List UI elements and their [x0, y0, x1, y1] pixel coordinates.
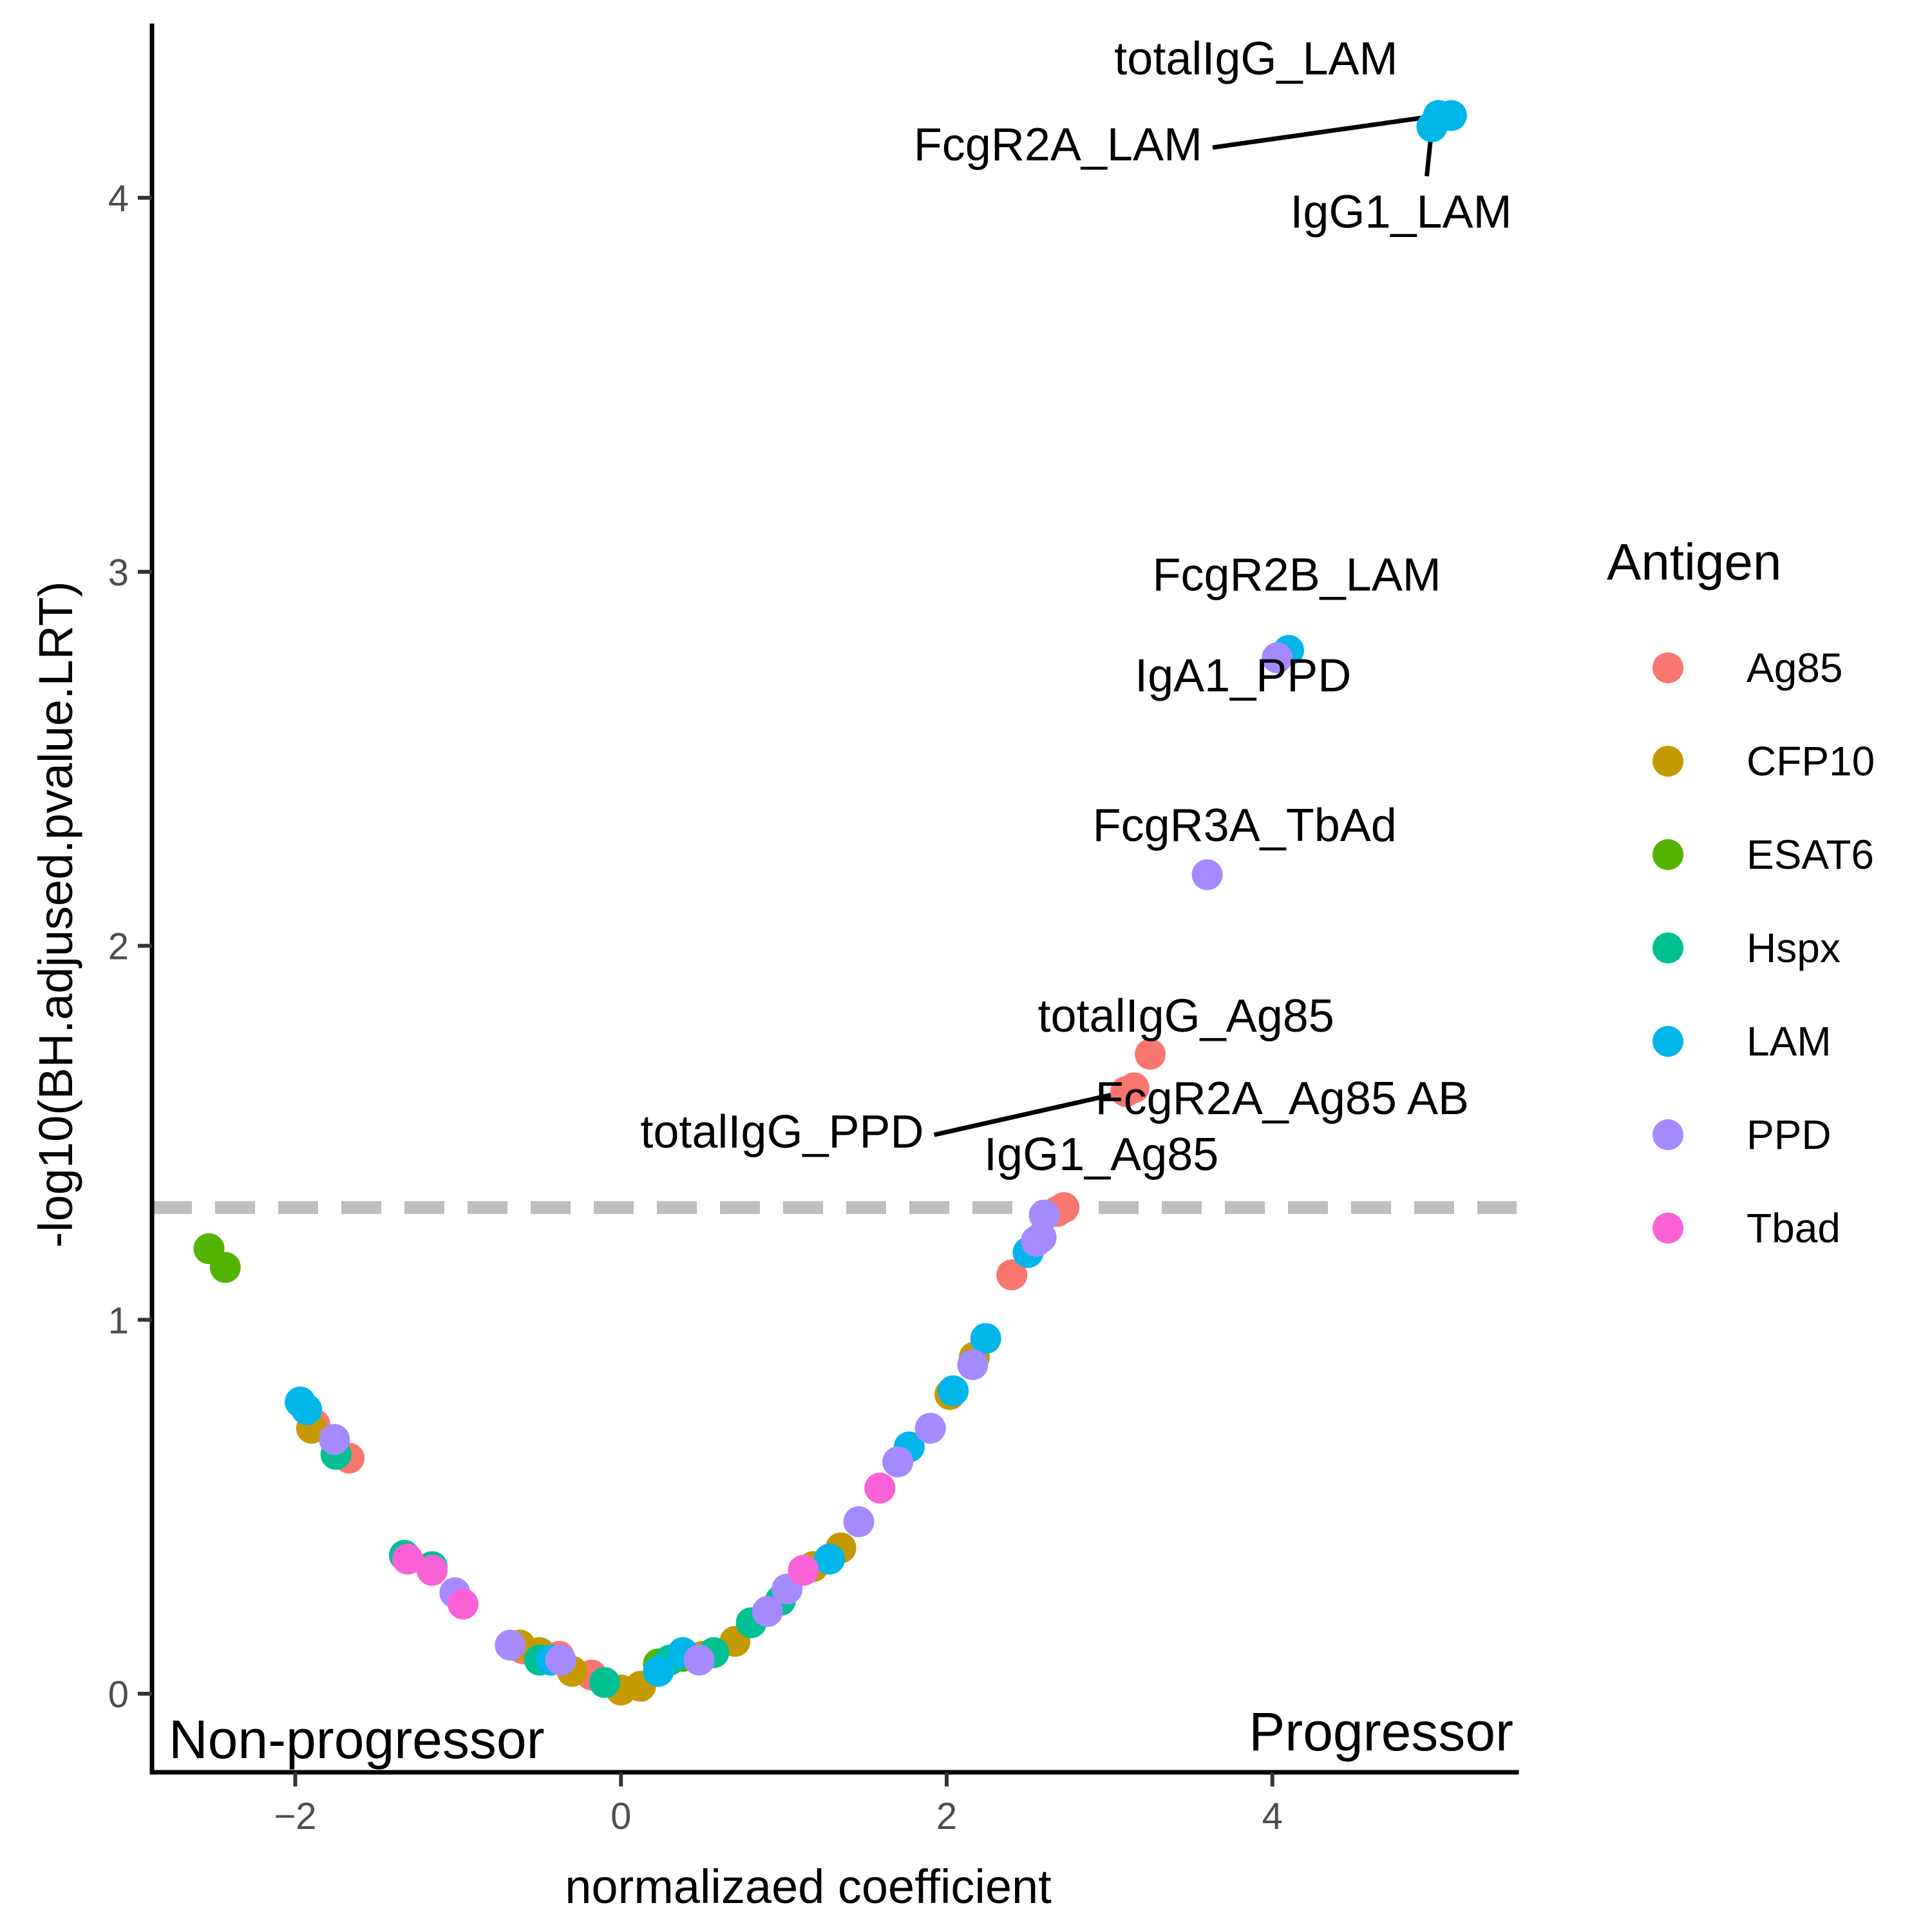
point-label: IgG1_Ag85 [984, 1129, 1218, 1180]
data-point [683, 1644, 715, 1676]
point-label: FcgR2A_LAM [914, 119, 1202, 171]
data-point [589, 1667, 620, 1698]
data-point [1135, 1039, 1166, 1070]
x-axis-title: normalizaed coefficient [565, 1860, 1052, 1913]
data-point [392, 1543, 423, 1575]
legend-key [1653, 1026, 1683, 1057]
label-leader-line [933, 1089, 1126, 1137]
y-tick-label: 4 [108, 178, 129, 220]
legend-label: Ag85 [1747, 645, 1842, 691]
corner-label-left: Non-progressor [169, 1709, 545, 1770]
legend-key [1653, 839, 1683, 870]
y-axis-title: -log10(BH.adjused.pvalue.LRT) [29, 581, 82, 1247]
data-point [914, 1412, 946, 1444]
point-label: FcgR3A_TbAd [1093, 800, 1397, 851]
point-label: totalIgG_Ag85 [1038, 990, 1334, 1042]
data-point [970, 1323, 1001, 1354]
legend-item: CFP10 [1653, 738, 1875, 784]
legend-item: LAM [1653, 1018, 1832, 1065]
legend-key [1653, 933, 1683, 963]
data-point [495, 1629, 526, 1661]
legend-item: PPD [1653, 1112, 1832, 1158]
data-point [813, 1543, 845, 1575]
legend-label: LAM [1747, 1018, 1832, 1065]
data-point [752, 1596, 783, 1627]
data-point [319, 1424, 350, 1455]
x-tick-label: 2 [936, 1795, 957, 1837]
legend-label: Tbad [1747, 1205, 1841, 1251]
legend-key [1653, 1119, 1683, 1150]
y-tick-label: 2 [108, 926, 129, 968]
label-leader-line [1212, 113, 1439, 150]
point-label: FcgR2B_LAM [1153, 549, 1441, 601]
series-cfp10 [296, 1341, 990, 1706]
data-point [447, 1588, 478, 1620]
corner-label-right: Progressor [1249, 1701, 1513, 1762]
data-point [291, 1394, 323, 1425]
data-point [957, 1349, 989, 1381]
legend-title: Antigen [1607, 533, 1781, 591]
data-point [1191, 859, 1223, 891]
legend: Antigen Ag85 CFP10 ESAT6 Hspx LAM PPD Tbad [1607, 533, 1875, 1251]
series-lam [285, 100, 1467, 1687]
data-point [1021, 1226, 1052, 1257]
data-point [882, 1446, 914, 1477]
point-labels-layer: totalIgG_LAM FcgR2A_LAM IgG1_LAM FcgR2B_LAM… [640, 33, 1511, 1180]
legend-key [1653, 652, 1683, 683]
series-esat6 [193, 1233, 699, 1680]
data-point [996, 1259, 1028, 1291]
legend-item: Hspx [1653, 925, 1841, 971]
data-point [416, 1555, 448, 1586]
legend-key [1653, 746, 1683, 777]
annotation-lines-layer [933, 113, 1439, 1137]
point-label: totalIgG_LAM [1114, 33, 1397, 84]
legend-label: Hspx [1747, 925, 1841, 971]
data-point [209, 1252, 241, 1283]
legend-label: CFP10 [1747, 738, 1875, 784]
y-tick-label: 0 [108, 1674, 129, 1716]
y-tick-label: 3 [108, 552, 129, 594]
legend-label: ESAT6 [1747, 831, 1874, 878]
legend-item: Tbad [1653, 1205, 1841, 1251]
data-point [1118, 1072, 1150, 1104]
data-point [1416, 111, 1448, 142]
legend-key [1653, 1213, 1683, 1244]
data-point [938, 1375, 969, 1406]
data-point [788, 1555, 819, 1586]
point-label: FcgR2A_Ag85 AB [1095, 1073, 1469, 1124]
point-label: IgG1_LAM [1290, 187, 1511, 238]
y-tick-label: 1 [108, 1300, 129, 1341]
point-label: IgA1_PPD [1135, 650, 1351, 702]
series-tbad [392, 1472, 896, 1620]
data-point [545, 1644, 576, 1676]
data-point [643, 1656, 674, 1687]
legend-item: Ag85 [1653, 645, 1842, 691]
point-label: totalIgG_PPD [640, 1106, 923, 1158]
legend-label: PPD [1747, 1112, 1832, 1158]
x-tick-label: 4 [1262, 1795, 1283, 1837]
legend-item: ESAT6 [1653, 831, 1874, 878]
legend-items: Ag85 CFP10 ESAT6 Hspx LAM PPD Tbad [1653, 645, 1875, 1251]
data-point [843, 1506, 875, 1537]
x-tick-label: −2 [274, 1795, 316, 1837]
x-tick-label: 0 [611, 1795, 631, 1837]
axes-layer: −2 0 2 4 0 1 2 3 4 [108, 23, 1519, 1837]
data-point [1262, 642, 1293, 674]
data-point [864, 1472, 896, 1504]
data-points-layer [193, 100, 1467, 1706]
